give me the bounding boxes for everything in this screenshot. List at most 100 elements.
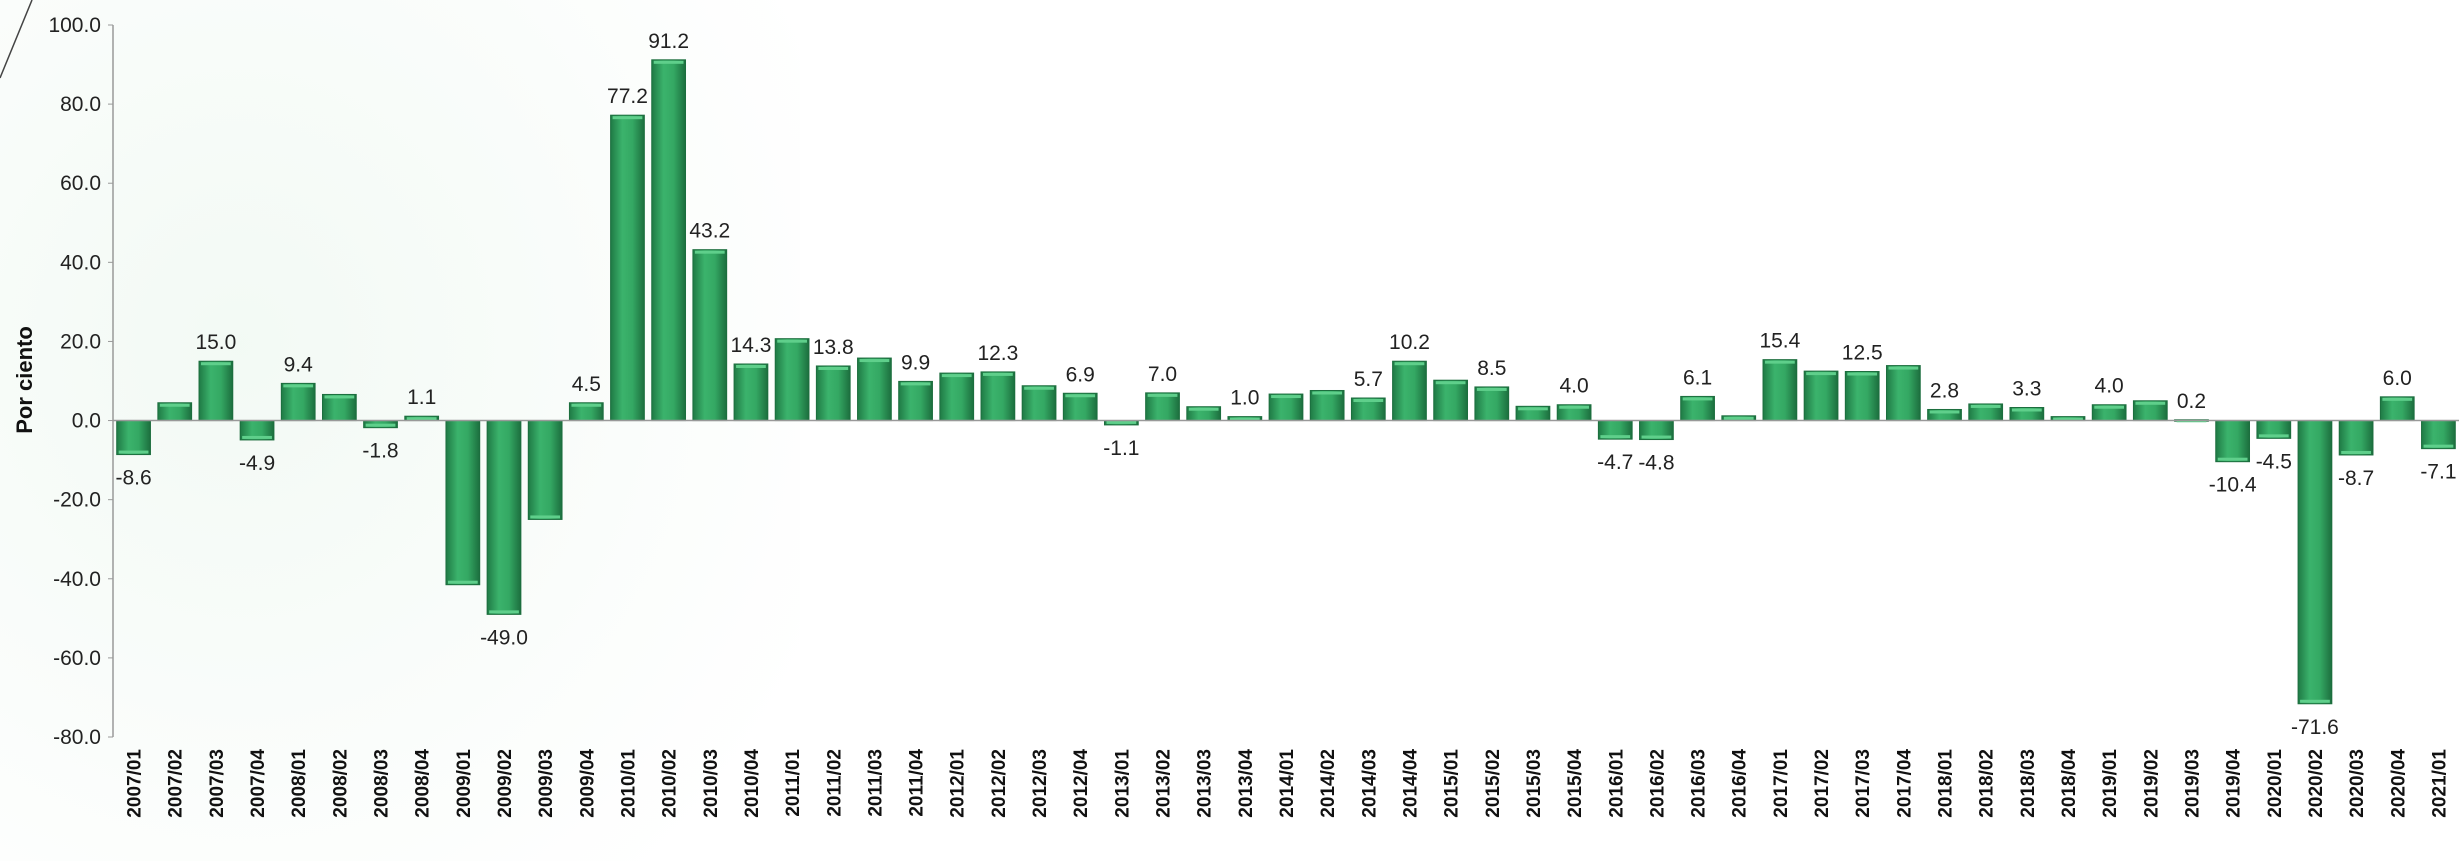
data-label: 9.9 <box>901 351 930 374</box>
bar-2014/02 <box>1309 389 1345 422</box>
x-tick-label: 2016/04 <box>1730 749 1751 818</box>
x-tick-label: 2009/04 <box>577 749 598 818</box>
bar-bevel <box>242 435 272 439</box>
x-tick-label: 2011/01 <box>783 749 804 817</box>
data-label: -1.8 <box>362 440 398 463</box>
y-axis-label: Por ciento <box>12 326 37 434</box>
bar-2007/03 <box>198 360 234 422</box>
x-tick-label: 2017/03 <box>1853 749 1874 818</box>
x-tick-label: 2007/04 <box>248 749 269 818</box>
data-label: 12.5 <box>1842 342 1883 365</box>
x-tick-label: 2020/02 <box>2306 749 2327 818</box>
bar-bevel <box>324 395 355 399</box>
bar-bevel <box>1682 397 1713 401</box>
bar-bevel <box>571 403 602 407</box>
x-tick-label: 2012/02 <box>989 749 1010 818</box>
bar-bevel <box>1106 420 1137 424</box>
bar-bevel <box>283 384 314 388</box>
x-tick-label: 2019/04 <box>2224 749 2245 818</box>
data-label: 13.8 <box>813 336 854 359</box>
data-label: 14.3 <box>731 334 772 357</box>
x-tick-label: 2014/04 <box>1400 749 1421 818</box>
x-tick-label: 2008/04 <box>413 749 434 818</box>
bar-bevel <box>1559 405 1589 409</box>
bar-2017/02 <box>1803 370 1839 422</box>
data-label: 0.2 <box>2177 390 2206 413</box>
bar-bevel <box>159 403 190 407</box>
x-tick-label: 2015/02 <box>1483 749 1504 818</box>
data-label: -8.6 <box>115 467 151 490</box>
bar-bevel <box>2341 450 2371 454</box>
data-label: 10.2 <box>1389 331 1430 354</box>
bar-2007/01 <box>116 420 151 456</box>
bar-bevel <box>2011 408 2042 412</box>
data-label: 15.4 <box>1759 330 1800 353</box>
bar-bevel <box>2217 457 2248 461</box>
bar-bevel <box>1353 399 1384 403</box>
bar-bevel <box>1024 386 1054 390</box>
y-tick-label: -40.0 <box>53 568 101 591</box>
x-tick-label: 2014/02 <box>1318 749 1339 818</box>
x-tick-label: 2008/03 <box>372 749 393 818</box>
bar-2010/03 <box>692 249 728 422</box>
bar-bevel <box>530 515 561 519</box>
bar-2016/03 <box>1680 395 1715 422</box>
x-tick-label: 2020/01 <box>2265 749 2286 818</box>
x-tick-label: 2007/01 <box>125 749 146 818</box>
bar-2017/04 <box>1885 365 1921 422</box>
bar-bevel <box>1600 435 1631 439</box>
decorative-slash <box>0 0 33 79</box>
x-tick-label: 2017/02 <box>1812 749 1833 818</box>
bar-bevel <box>1435 381 1466 385</box>
x-tick-label: 2008/02 <box>330 749 351 818</box>
x-tick-label: 2010/04 <box>742 749 763 818</box>
data-label: 8.5 <box>1477 357 1506 380</box>
x-tick-label: 2012/03 <box>1030 749 1051 818</box>
data-label: 4.5 <box>572 373 601 396</box>
data-label: -10.4 <box>2209 474 2257 497</box>
bar-2020/03 <box>2338 420 2374 456</box>
bar-bevel <box>1806 372 1836 376</box>
x-tick-label: 2021/01 <box>2429 749 2450 818</box>
data-label: 3.3 <box>2012 378 2041 401</box>
data-label: 77.2 <box>607 85 648 108</box>
bar-2011/02 <box>815 365 851 422</box>
x-tick-label: 2013/02 <box>1154 749 1175 818</box>
y-tick-label: -20.0 <box>53 489 101 512</box>
data-label: 43.2 <box>689 220 730 243</box>
x-tick-label: 2019/01 <box>2100 749 2121 818</box>
bar-bevel <box>653 60 684 64</box>
data-label: -8.7 <box>2338 467 2374 490</box>
x-tick-label: 2019/02 <box>2141 749 2162 818</box>
bar-bevel <box>694 250 725 254</box>
bar-2010/01 <box>610 114 645 422</box>
bar-bevel <box>118 450 149 454</box>
data-label: 1.0 <box>1230 387 1259 410</box>
y-axis-ticks: 100.0 80.0 60.0 40.0 20.0 0.0 -20.0 -40.0 -60.0 -… <box>48 14 113 749</box>
bar-2019/04 <box>2215 420 2251 463</box>
bar-bevel <box>201 362 231 366</box>
bar-bevel <box>2258 434 2289 438</box>
bar-bevel <box>1765 360 1795 364</box>
x-tick-label: 2018/03 <box>2018 749 2039 818</box>
bar-2011/01 <box>774 338 810 422</box>
data-label: 4.0 <box>2095 375 2124 398</box>
bar-2011/04 <box>898 380 933 422</box>
bar-2013/02 <box>1145 392 1180 422</box>
bar-2014/04 <box>1392 360 1427 422</box>
bar-2008/02 <box>321 393 357 422</box>
x-tick-label: 2014/03 <box>1359 749 1380 818</box>
bar-2009/03 <box>527 420 563 520</box>
x-tick-label: 2018/02 <box>1977 749 1998 818</box>
x-tick-label: 2011/03 <box>865 749 886 817</box>
x-tick-label: 2012/04 <box>1071 749 1092 818</box>
y-tick-label: 60.0 <box>60 172 101 195</box>
x-tick-label: 2013/01 <box>1112 749 1133 818</box>
bar-bevel <box>1970 404 2001 408</box>
data-label: 4.0 <box>1560 375 1589 398</box>
data-label: 2.8 <box>1930 379 1959 402</box>
bar-2015/01 <box>1433 379 1469 422</box>
bar-bevel <box>2300 699 2330 703</box>
data-label: 91.2 <box>648 30 689 53</box>
bar-bevel <box>489 610 519 614</box>
